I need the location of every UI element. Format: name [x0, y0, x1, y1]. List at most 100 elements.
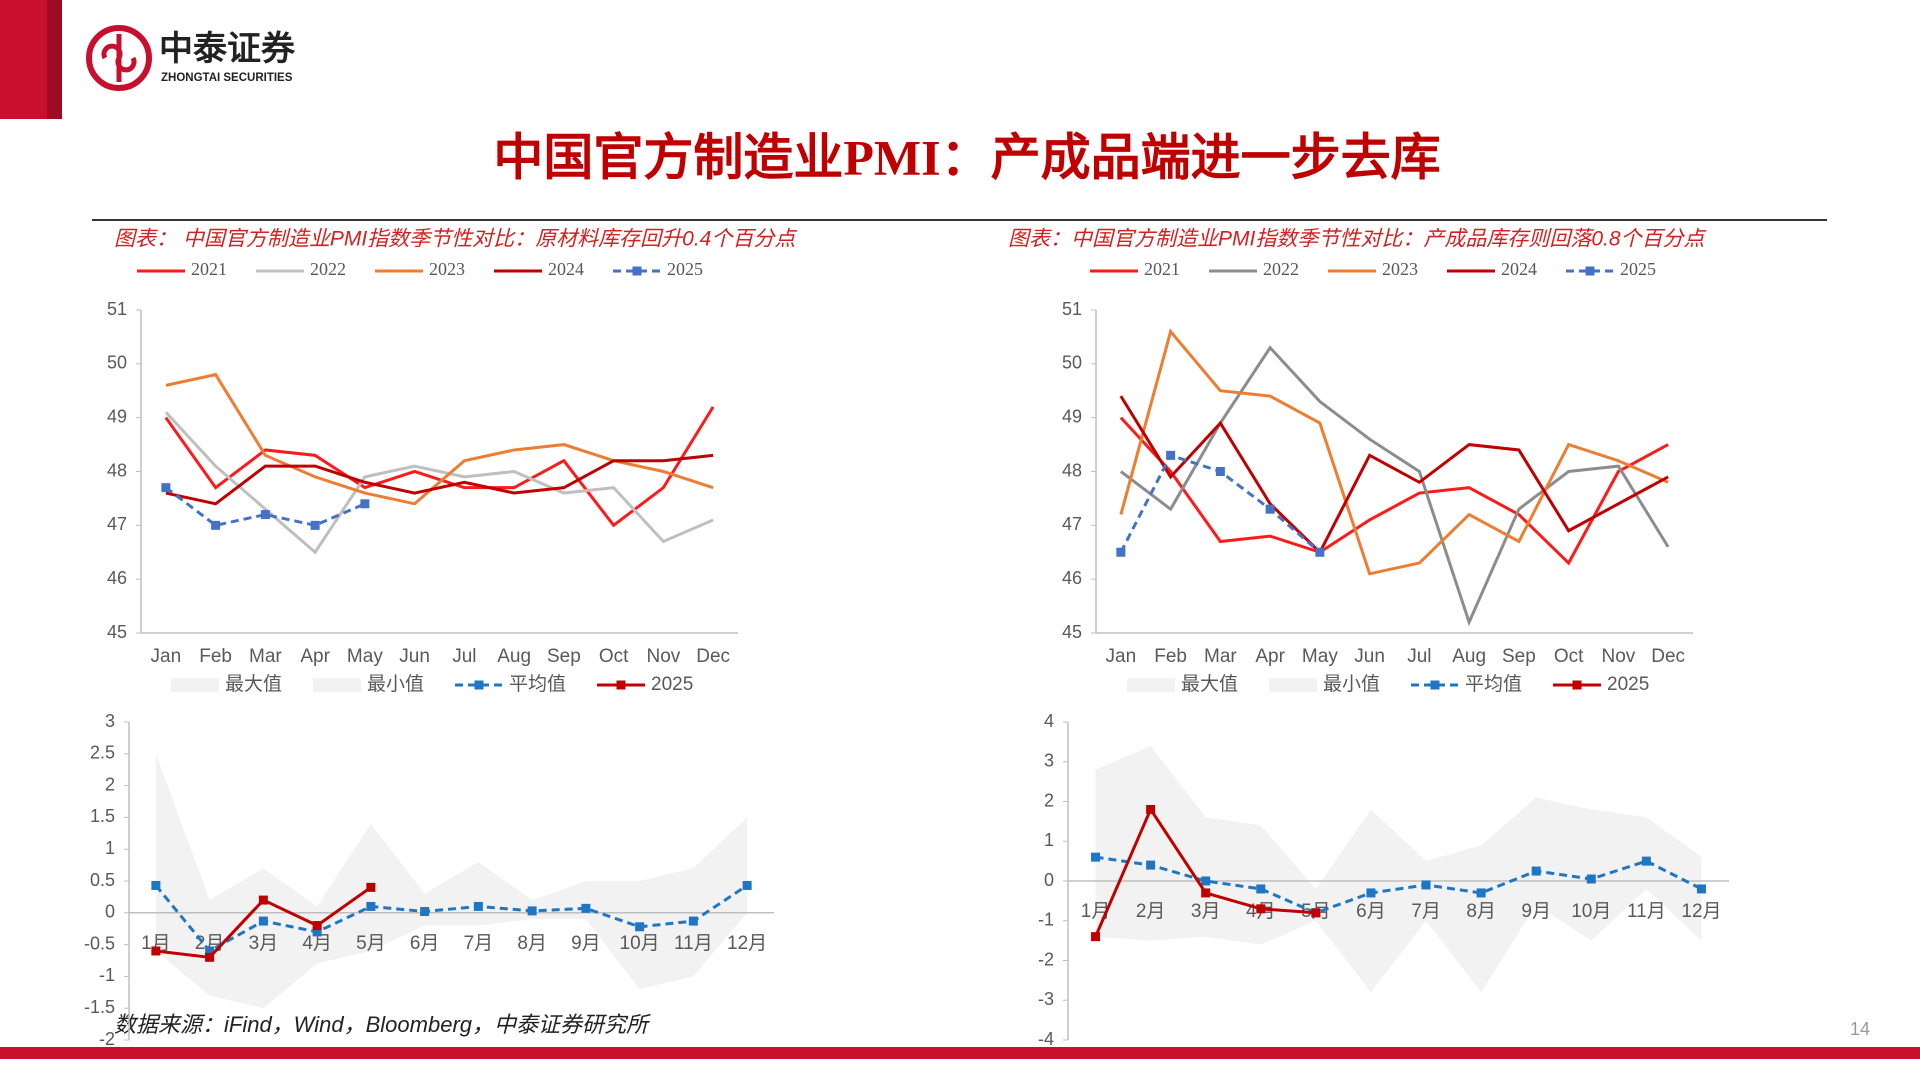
y-tick-label: 47: [107, 514, 127, 534]
point-marker: [1696, 884, 1706, 894]
point-marker: [1215, 467, 1225, 476]
legend-swatch: [1269, 678, 1317, 692]
legend-label: 2023: [429, 259, 465, 279]
y-tick-label: -0.5: [84, 933, 115, 953]
point-marker: [310, 520, 320, 530]
legend-label: 2025: [1620, 259, 1656, 279]
x-tick-label: Aug: [1452, 646, 1486, 667]
x-tick-label: Jan: [151, 646, 182, 667]
series-line: [164, 406, 715, 528]
legend-label: 最小值: [1323, 673, 1380, 695]
x-tick-label: Feb: [199, 646, 232, 667]
point-marker: [258, 895, 268, 905]
series-line: [164, 486, 366, 527]
y-tick-label: 45: [107, 622, 127, 642]
point-marker: [205, 952, 215, 962]
logo-cn: 中泰证券: [159, 30, 296, 68]
point-marker: [312, 921, 322, 931]
y-tick-label: -1: [1038, 910, 1054, 930]
slide-title: 中国官方制造业PMI：产成品端进一步去库: [493, 129, 1440, 185]
legend-label: 最大值: [1181, 673, 1238, 695]
x-tick-label: 9月: [571, 933, 601, 954]
range-band: [155, 753, 748, 1009]
legend-marker: [474, 680, 484, 690]
legend-label: 2025: [1607, 674, 1649, 695]
corner-stripe: [47, 0, 62, 119]
legend-marker: [632, 266, 642, 276]
chart-caption: 图表：中国官方制造业PMI指数季节性对比：产成品库存则回落0.8个百分点: [1008, 228, 1707, 251]
y-tick-label: 50: [1062, 353, 1082, 373]
point-marker: [161, 483, 171, 493]
y-tick-label: 3: [105, 711, 115, 731]
y-tick-label: -2: [99, 1029, 115, 1049]
point-marker: [1641, 856, 1651, 866]
x-tick-label: 11月: [1627, 901, 1666, 922]
y-tick-label: -3: [1038, 989, 1054, 1009]
point-marker: [581, 903, 591, 913]
x-tick-label: 12月: [727, 933, 767, 954]
x-tick-label: 10月: [1571, 901, 1611, 922]
y-tick-label: 49: [1062, 406, 1082, 426]
page-number: 14: [1850, 1019, 1870, 1039]
y-tick-label: 51: [1062, 299, 1082, 319]
series-line: [154, 884, 748, 953]
legend-marker: [616, 680, 626, 690]
legend-label: 2025: [667, 259, 703, 279]
x-tick-label: 8月: [517, 933, 547, 954]
legend-label: 2023: [1382, 259, 1418, 279]
point-marker: [1256, 904, 1266, 914]
x-tick-label: 8月: [1466, 901, 1496, 922]
y-tick-label: 2.5: [90, 743, 115, 763]
source-note: 数据来源：iFind，Wind，Bloomberg，中泰证券研究所: [114, 1012, 651, 1037]
x-tick-label: Feb: [1154, 646, 1187, 667]
legend-marker: [1430, 680, 1440, 690]
legend-label: 2024: [548, 259, 584, 279]
point-marker: [1315, 547, 1325, 557]
x-tick-label: Dec: [1651, 646, 1685, 667]
y-tick-label: 0.5: [90, 870, 115, 890]
y-tick-label: 2: [1044, 790, 1054, 810]
y-tick-label: 4: [1044, 711, 1054, 731]
point-marker: [1201, 876, 1211, 886]
x-tick-label: Jun: [1354, 646, 1385, 667]
legend-label: 2024: [1501, 259, 1537, 279]
footer-band: [0, 1047, 1920, 1059]
series-line: [1095, 855, 1703, 915]
series-line: [164, 411, 714, 555]
legend-label: 最小值: [367, 673, 424, 695]
point-marker: [1586, 874, 1596, 884]
x-tick-label: Oct: [599, 646, 629, 667]
x-tick-label: 12月: [1681, 901, 1721, 922]
point-marker: [366, 882, 376, 892]
point-marker: [635, 922, 645, 932]
y-tick-label: 50: [107, 353, 127, 373]
y-tick-label: -1.5: [84, 997, 115, 1017]
point-marker: [688, 916, 698, 926]
x-tick-label: Oct: [1554, 646, 1584, 667]
point-marker: [1256, 884, 1266, 894]
y-tick-label: 48: [1062, 460, 1082, 480]
x-tick-label: Jul: [452, 646, 476, 667]
x-tick-label: Jul: [1407, 646, 1431, 667]
point-marker: [360, 499, 370, 509]
x-tick-label: Mar: [1204, 646, 1237, 667]
point-marker: [1146, 804, 1156, 814]
point-marker: [1476, 888, 1486, 898]
y-tick-label: 48: [107, 460, 127, 480]
series-line: [1119, 395, 1669, 555]
legend-swatch: [171, 678, 219, 692]
y-tick-label: 1: [105, 838, 115, 858]
x-tick-label: Nov: [646, 646, 680, 667]
y-tick-label: -4: [1038, 1029, 1054, 1049]
point-marker: [260, 510, 270, 520]
chart-caption: 图表： 中国官方制造业PMI指数季节性对比：原材料库存回升0.4个百分点: [114, 228, 797, 251]
y-tick-label: -1: [99, 965, 115, 985]
x-tick-label: 6月: [1356, 901, 1386, 922]
x-tick-label: Dec: [696, 646, 730, 667]
point-marker: [742, 880, 752, 890]
logo-en: ZHONGTAI SECURITIES: [161, 72, 293, 84]
x-tick-label: Nov: [1601, 646, 1635, 667]
point-marker: [1531, 866, 1541, 876]
x-tick-label: 4月: [302, 933, 332, 954]
legend-swatch: [313, 678, 361, 692]
